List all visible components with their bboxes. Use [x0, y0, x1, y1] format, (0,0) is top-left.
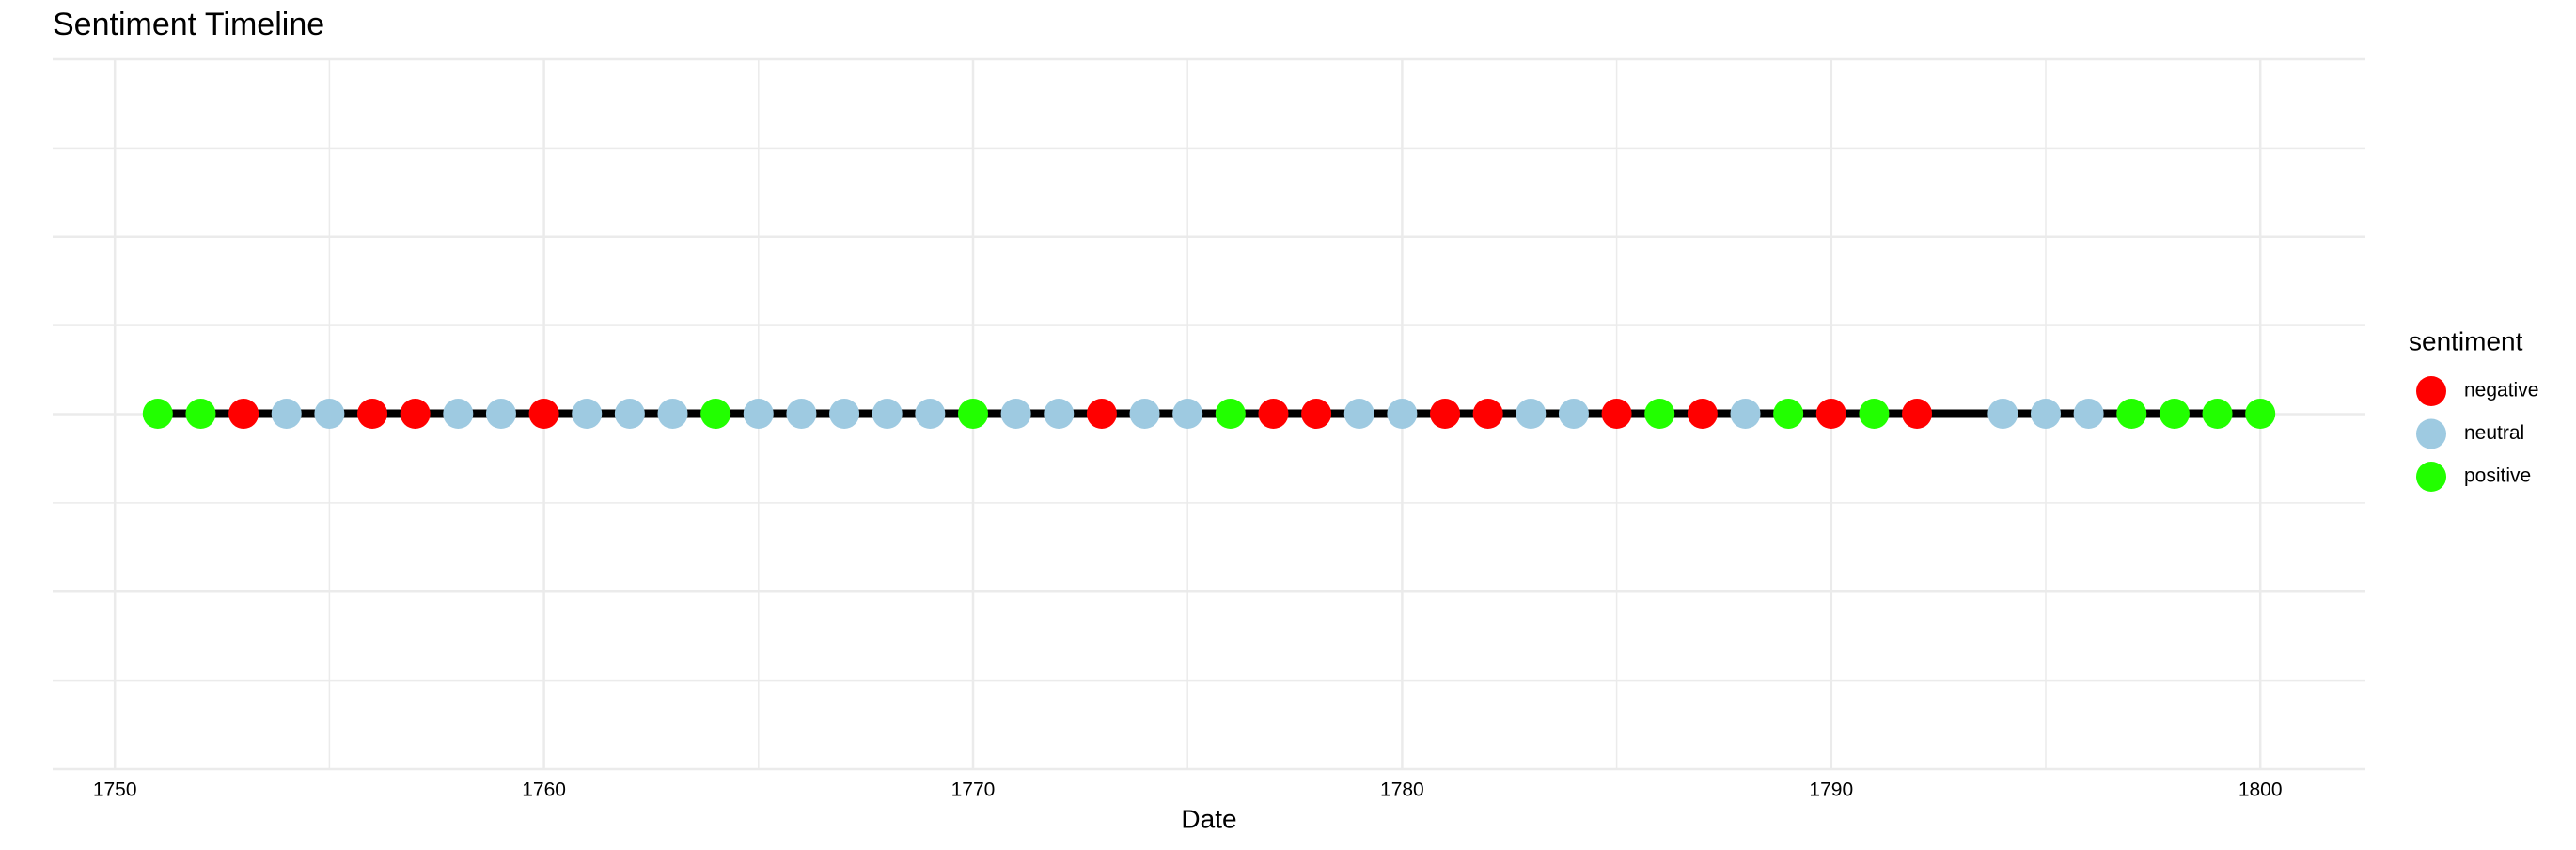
point [1773, 399, 1804, 429]
point [228, 399, 259, 429]
legend-label: positive [2464, 465, 2531, 487]
point [1644, 399, 1675, 429]
x-axis-title: Date [1181, 804, 1236, 833]
point [271, 399, 302, 429]
point [1730, 399, 1761, 429]
point [700, 399, 731, 429]
point [2116, 399, 2147, 429]
legend-swatch [2416, 418, 2446, 449]
point [786, 399, 817, 429]
point [1430, 399, 1461, 429]
x-tick-label: 1770 [951, 779, 996, 801]
point [743, 399, 774, 429]
point [1387, 399, 1418, 429]
x-tick-label: 1780 [1380, 779, 1424, 801]
legend-title: sentiment [2409, 326, 2523, 355]
point [1687, 399, 1718, 429]
point [1343, 399, 1374, 429]
x-tick-label: 1790 [1809, 779, 1853, 801]
point [2073, 399, 2104, 429]
point [2245, 399, 2276, 429]
legend-label: negative [2464, 380, 2538, 401]
point [528, 399, 559, 429]
point [400, 399, 431, 429]
point [1215, 399, 1246, 429]
point [872, 399, 903, 429]
point [829, 399, 860, 429]
legend-label: neutral [2464, 422, 2524, 444]
point [1815, 399, 1846, 429]
point [443, 399, 474, 429]
point [1859, 399, 1890, 429]
point [1258, 399, 1289, 429]
point [1044, 399, 1075, 429]
point [1601, 399, 1632, 429]
point [2159, 399, 2190, 429]
x-tick-label: 1760 [522, 779, 566, 801]
legend-swatch [2416, 462, 2446, 492]
chart-title: Sentiment Timeline [53, 7, 324, 42]
legend-swatch [2416, 376, 2446, 406]
x-tick-label: 1750 [93, 779, 137, 801]
point [1902, 399, 1933, 429]
point [1472, 399, 1503, 429]
point [915, 399, 946, 429]
point [314, 399, 345, 429]
point [2202, 399, 2233, 429]
point [357, 399, 388, 429]
point [1000, 399, 1031, 429]
x-tick-label: 1800 [2238, 779, 2283, 801]
point [1987, 399, 2018, 429]
point [572, 399, 603, 429]
point [142, 399, 173, 429]
point [2030, 399, 2061, 429]
point [1086, 399, 1117, 429]
point [614, 399, 645, 429]
point [657, 399, 688, 429]
point [1516, 399, 1547, 429]
point [1301, 399, 1332, 429]
point [957, 399, 988, 429]
point [1558, 399, 1589, 429]
point [485, 399, 516, 429]
point [1129, 399, 1160, 429]
point [185, 399, 216, 429]
point [1172, 399, 1203, 429]
